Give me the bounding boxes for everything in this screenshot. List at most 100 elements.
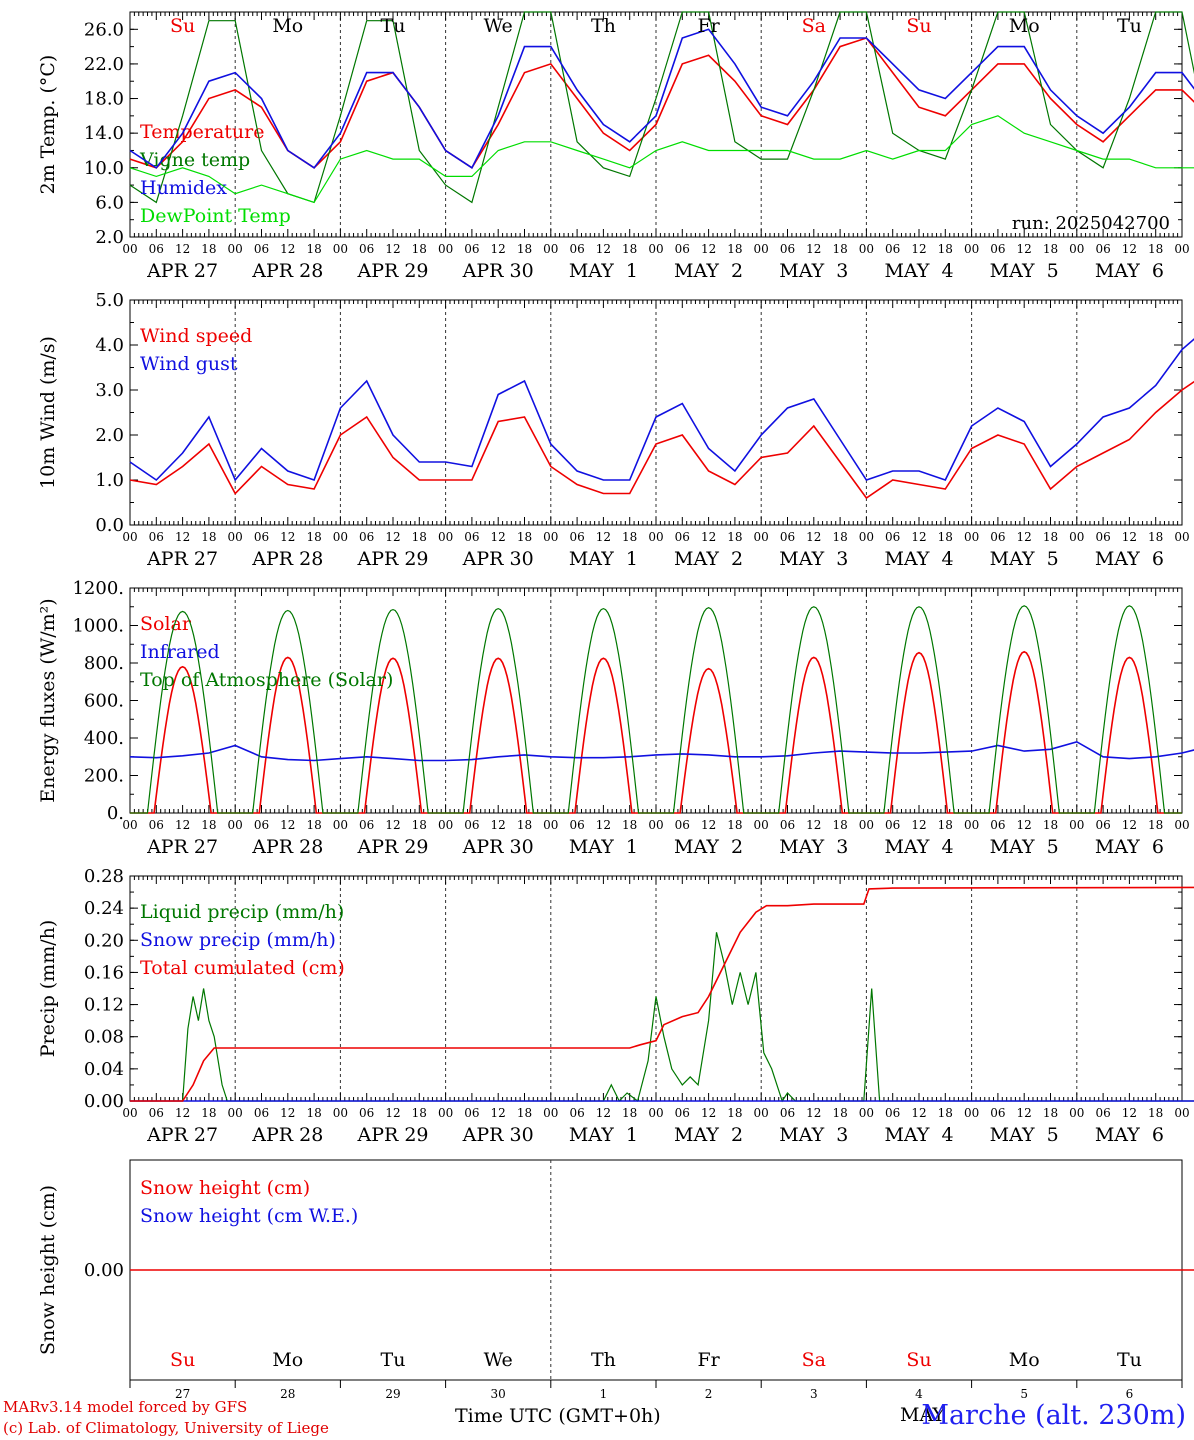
y-tick-label: 0.12 bbox=[84, 995, 124, 1016]
x-hour-label: 12 bbox=[806, 530, 821, 544]
x-date-label: MAY 4 bbox=[884, 836, 953, 858]
x-date-label: MAY 1 bbox=[569, 1124, 638, 1146]
x-hour-label: 06 bbox=[359, 530, 374, 544]
x-hour-label: 06 bbox=[885, 818, 900, 832]
day-name-label: Tu bbox=[381, 15, 406, 37]
x-hour-label: 12 bbox=[596, 1106, 611, 1120]
x-hour-label: 18 bbox=[622, 1106, 637, 1120]
x-hour-label: 18 bbox=[306, 818, 321, 832]
day-number-label: 2 bbox=[705, 1387, 713, 1401]
y-tick-label: 0.00 bbox=[84, 1091, 124, 1112]
x-hour-label: 12 bbox=[806, 1106, 821, 1120]
day-name-label: Su bbox=[906, 15, 931, 37]
y-tick-label: 0.20 bbox=[84, 930, 124, 951]
panel-frame-2 bbox=[129, 587, 1183, 814]
x-date-label: APR 28 bbox=[251, 260, 323, 282]
x-hour-label: 06 bbox=[254, 1106, 269, 1120]
y-tick-label: 0.04 bbox=[84, 1059, 124, 1080]
x-hour-label: 00 bbox=[122, 1106, 137, 1120]
x-hour-label: 06 bbox=[675, 242, 690, 256]
day-number-label: 3 bbox=[810, 1387, 818, 1401]
panel-frame-1 bbox=[129, 299, 1183, 526]
lab-credit: (c) Lab. of Climatology, University of L… bbox=[3, 1419, 329, 1437]
x-hour-label: 12 bbox=[175, 242, 190, 256]
x-hour-label: 06 bbox=[990, 818, 1005, 832]
y-tick-label: 800. bbox=[84, 653, 124, 674]
x-hour-label: 00 bbox=[543, 242, 558, 256]
x-hour-label: 18 bbox=[517, 530, 532, 544]
y-tick-label: 1000. bbox=[72, 616, 124, 637]
x-date-label: MAY 3 bbox=[779, 548, 848, 570]
model-credit: MARv3.14 model forced by GFS bbox=[3, 1398, 248, 1416]
x-hour-label: 06 bbox=[780, 1106, 795, 1120]
x-hour-label: 00 bbox=[333, 242, 348, 256]
x-hour-label: 00 bbox=[754, 1106, 769, 1120]
x-hour-label: 06 bbox=[885, 530, 900, 544]
legend-entry: Solar bbox=[140, 613, 192, 635]
x-hour-label: 06 bbox=[254, 242, 269, 256]
x-hour-label: 12 bbox=[280, 1106, 295, 1120]
x-hour-label: 18 bbox=[201, 242, 216, 256]
x-hour-label: 12 bbox=[491, 242, 506, 256]
x-hour-label: 00 bbox=[122, 242, 137, 256]
day-name-label: Th bbox=[591, 1349, 616, 1371]
x-hour-label: 00 bbox=[964, 818, 979, 832]
x-hour-label: 12 bbox=[596, 530, 611, 544]
day-name-label: Fr bbox=[697, 1349, 720, 1371]
x-hour-label: 12 bbox=[280, 530, 295, 544]
x-hour-label: 06 bbox=[149, 818, 164, 832]
y-tick-label: 2.0 bbox=[95, 227, 124, 248]
x-hour-label: 00 bbox=[648, 1106, 663, 1120]
legend-entry: Temperature bbox=[140, 121, 264, 143]
y-tick-label: 400. bbox=[84, 728, 124, 749]
x-hour-label: 18 bbox=[727, 242, 742, 256]
x-date-label: APR 29 bbox=[356, 548, 428, 570]
x-hour-label: 12 bbox=[385, 242, 400, 256]
day-name-label: Sa bbox=[802, 1349, 826, 1371]
x-hour-label: 06 bbox=[780, 818, 795, 832]
x-hour-label: 12 bbox=[1122, 1106, 1137, 1120]
day-name-label: Su bbox=[170, 15, 195, 37]
y-tick-label: 0.00 bbox=[84, 1260, 124, 1281]
day-name-label: We bbox=[484, 15, 513, 37]
x-hour-label: 06 bbox=[464, 242, 479, 256]
y-tick-label: 200. bbox=[84, 766, 124, 787]
x-date-label: APR 28 bbox=[251, 836, 323, 858]
x-date-label: MAY 4 bbox=[884, 260, 953, 282]
y-tick-label: 22.0 bbox=[84, 54, 124, 75]
y-tick-label: 0.0 bbox=[95, 515, 124, 536]
x-hour-label: 00 bbox=[754, 818, 769, 832]
series-line-dewpoint-temp bbox=[129, 115, 1194, 204]
day-name-label: Th bbox=[591, 15, 616, 37]
x-hour-label: 12 bbox=[175, 818, 190, 832]
x-hour-label: 00 bbox=[648, 818, 663, 832]
x-hour-label: 00 bbox=[964, 242, 979, 256]
x-date-label: MAY 6 bbox=[1095, 836, 1164, 858]
x-hour-label: 06 bbox=[990, 530, 1005, 544]
x-hour-label: 12 bbox=[385, 530, 400, 544]
x-hour-label: 18 bbox=[1148, 1106, 1163, 1120]
x-date-label: MAY 5 bbox=[990, 260, 1059, 282]
x-hour-label: 18 bbox=[727, 530, 742, 544]
x-hour-label: 12 bbox=[1017, 530, 1032, 544]
x-date-label: APR 27 bbox=[146, 548, 218, 570]
x-date-label: MAY 5 bbox=[990, 1124, 1059, 1146]
x-hour-label: 00 bbox=[333, 818, 348, 832]
x-hour-label: 12 bbox=[806, 242, 821, 256]
x-date-label: APR 28 bbox=[251, 1124, 323, 1146]
x-hour-label: 00 bbox=[859, 530, 874, 544]
legend-entry: Liquid precip (mm/h) bbox=[140, 901, 344, 923]
x-hour-label: 00 bbox=[228, 242, 243, 256]
run-label: run: 2025042700 bbox=[1012, 213, 1170, 234]
x-hour-label: 06 bbox=[569, 818, 584, 832]
x-hour-label: 06 bbox=[780, 530, 795, 544]
x-date-label: MAY 5 bbox=[990, 836, 1059, 858]
x-hour-label: 06 bbox=[254, 818, 269, 832]
x-hour-label: 00 bbox=[1174, 1106, 1189, 1120]
x-hour-label: 18 bbox=[622, 242, 637, 256]
x-hour-label: 00 bbox=[333, 530, 348, 544]
x-hour-label: 06 bbox=[569, 242, 584, 256]
month-label: MAY bbox=[900, 1404, 945, 1426]
x-hour-label: 12 bbox=[1017, 242, 1032, 256]
x-hour-label: 06 bbox=[1095, 1106, 1110, 1120]
